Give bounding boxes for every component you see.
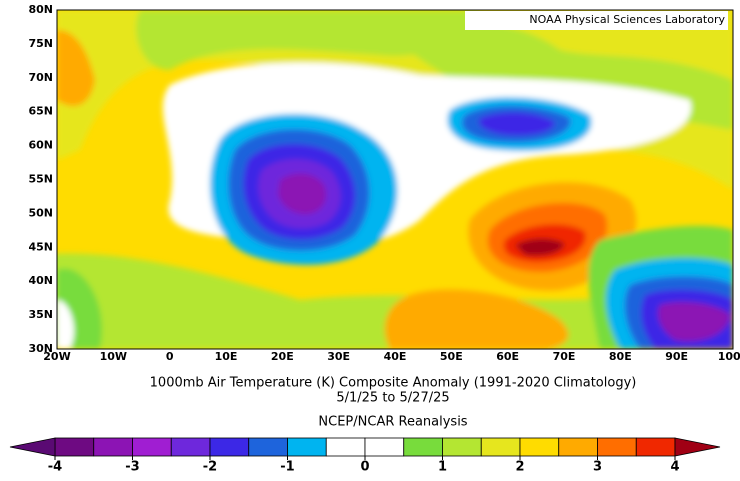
lon-label: 100E: [718, 350, 740, 363]
colorbar-label: 1: [438, 460, 447, 475]
colorbar-under: [9, 437, 56, 457]
credit-box: [465, 11, 728, 30]
colorbar-segment: [558, 437, 598, 457]
lat-label: 75N: [28, 37, 53, 50]
colorbar-over: [674, 437, 721, 457]
lat-label: 80N: [28, 3, 53, 16]
lat-label: 70N: [28, 71, 53, 84]
colorbar-segment: [170, 437, 211, 457]
lon-label: 10E: [215, 350, 238, 363]
colorbar-segment: [209, 437, 250, 457]
colorbar-segment: [403, 437, 443, 457]
colorbar-label: -4: [48, 460, 62, 475]
caption-title: 1000mb Air Temperature (K) Composite Ano…: [150, 376, 637, 391]
lon-label: 20E: [271, 350, 294, 363]
colorbar-segment: [364, 437, 405, 457]
colorbar-label: 3: [593, 460, 602, 475]
colorbar-segment: [93, 437, 133, 457]
credit: NOAA Physical Sciences Laboratory: [529, 13, 725, 26]
lat-label: 55N: [28, 173, 53, 186]
colorbar-segment: [442, 437, 482, 457]
anomaly-map: [57, 10, 733, 349]
lon-label: 30E: [327, 350, 350, 363]
lat-label: 40N: [28, 274, 53, 287]
lat-label: 45N: [28, 240, 53, 253]
lon-label: 50E: [440, 350, 463, 363]
colorbar-segment: [54, 437, 95, 457]
lat-label: 30N: [28, 342, 53, 355]
lon-label: 70E: [553, 350, 576, 363]
colorbar-label: 0: [360, 460, 369, 475]
lat-label: 60N: [28, 139, 53, 152]
colorbar-label: -1: [280, 460, 294, 475]
colorbar-segment: [132, 437, 172, 457]
lon-label: 60E: [496, 350, 519, 363]
lat-label: 35N: [28, 308, 53, 321]
colorbar-label: -3: [125, 460, 139, 475]
colorbar-segment: [287, 437, 327, 457]
caption-dates: 5/1/25 to 5/27/25: [336, 391, 449, 406]
colorbar-segment: [635, 437, 676, 457]
colorbar-segment: [248, 437, 288, 457]
colorbar-segment: [597, 437, 637, 457]
lat-label: 65N: [28, 105, 53, 118]
lon-label: 0: [166, 350, 174, 363]
caption-source: NCEP/NCAR Reanalysis: [318, 415, 467, 430]
colorbar-label: 4: [670, 460, 679, 475]
map-frame: [56, 9, 734, 350]
lon-label: 80E: [609, 350, 632, 363]
colorbar-segment: [519, 437, 560, 457]
colorbar-segment: [480, 437, 521, 457]
colorbar-segment: [325, 437, 366, 457]
lon-label: 10W: [100, 350, 127, 363]
lat-label: 50N: [28, 206, 53, 219]
lon-label: 20W: [43, 350, 70, 363]
colorbar-label: 2: [515, 460, 524, 475]
lon-label: 90E: [665, 350, 688, 363]
colorbar: -4 -3 -2 -1 0 1 2 3 4: [9, 437, 721, 475]
colorbar-label: -2: [203, 460, 217, 475]
lon-label: 40E: [384, 350, 407, 363]
